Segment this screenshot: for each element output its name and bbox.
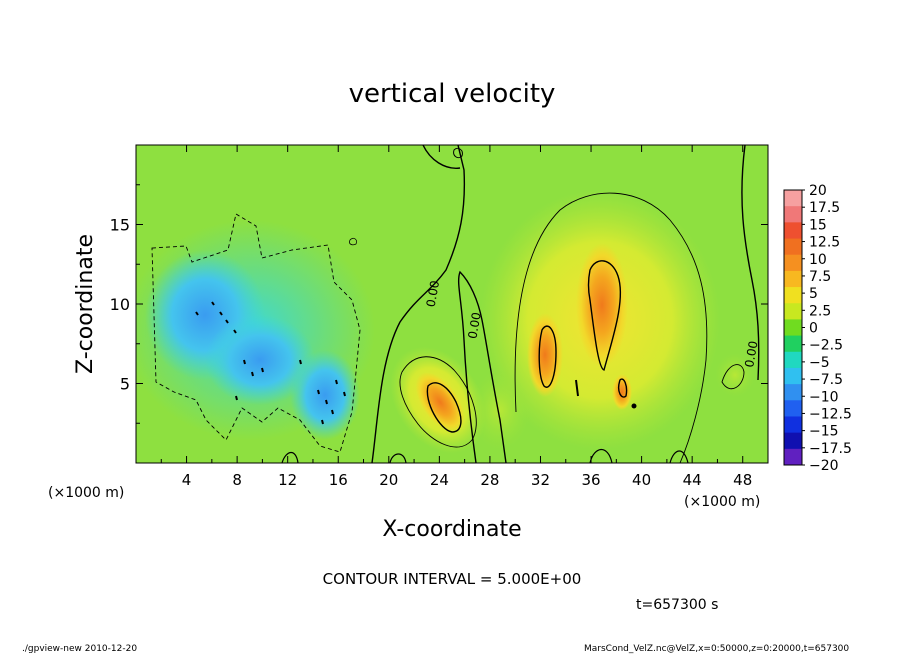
positive-contour <box>514 192 708 463</box>
colorbar-label: 7.5 <box>809 269 831 285</box>
x-tick-label: 32 <box>531 471 550 489</box>
y-axis-label: Z-coordinate <box>73 234 98 374</box>
colorbar-swatch <box>784 400 802 417</box>
zero-contour <box>422 145 461 169</box>
colorbar-swatch <box>784 335 802 353</box>
y-tick-label: 15 <box>110 216 130 235</box>
colorbar-label: 5 <box>809 286 818 302</box>
contour-label: 0.00 <box>424 279 442 308</box>
footer-left: ./gpview-new 2010-12-20 <box>22 644 137 654</box>
contour-interval-text: CONTOUR INTERVAL = 5.000E+00 <box>323 570 582 588</box>
colorbar-swatch <box>784 432 802 450</box>
x-tick-label: 28 <box>480 471 499 489</box>
colorbar-swatch <box>784 367 802 385</box>
colorbar-label: −12.5 <box>809 406 852 422</box>
colorbar-label: −10 <box>809 389 839 405</box>
colorbar-swatch <box>784 351 802 369</box>
colorbar-swatch <box>784 303 802 320</box>
zero-contour <box>741 145 760 381</box>
positive-contour <box>617 378 628 398</box>
colorbar-label: −5 <box>809 355 830 371</box>
colorbar-label: 10 <box>809 252 827 268</box>
chart-title: vertical velocity <box>349 79 556 109</box>
positive-contour <box>575 379 579 397</box>
positive-contour <box>399 356 477 448</box>
colorbar-swatch <box>784 416 802 434</box>
x-unit-label: (×1000 m) <box>684 494 760 510</box>
x-tick-label: 44 <box>683 471 702 489</box>
x-axis-label: X-coordinate <box>382 517 521 542</box>
y-tick-label: 10 <box>110 295 130 314</box>
y-unit-label: (×1000 m) <box>48 485 124 501</box>
colorbar-swatch <box>784 319 802 337</box>
positive-contour <box>538 325 557 388</box>
colorbar-label: 20 <box>809 183 827 199</box>
x-tick-label: 20 <box>379 471 398 489</box>
colorbar-label: 12.5 <box>809 235 840 251</box>
colorbar-label: −17.5 <box>809 441 852 457</box>
x-axis: 4 8 12 16 20 24 28 32 36 40 44 48 <box>160 145 752 489</box>
footer-right: MarsCond_VelZ.nc@VelZ,x=0:50000,z=0:2000… <box>584 644 849 654</box>
x-tick-label: 16 <box>329 471 348 489</box>
heatmap-field <box>136 145 768 463</box>
contour-label: 0.00 <box>465 311 483 340</box>
colorbar-swatch <box>784 287 802 304</box>
colorbar-swatch <box>784 384 802 401</box>
zero-contour <box>371 145 466 463</box>
contour-value-labels: 0.00 0.00 0.00 <box>424 279 761 368</box>
colorbar-swatch <box>784 270 802 288</box>
x-tick-label: 24 <box>430 471 449 489</box>
x-tick-label: 4 <box>182 471 192 489</box>
colorbar-label: 17.5 <box>809 200 840 216</box>
negative-minimum-marks <box>195 301 346 425</box>
colorbar-swatch <box>784 190 802 207</box>
x-tick-label: 8 <box>232 471 242 489</box>
positive-contour <box>587 260 622 371</box>
x-tick-label: 48 <box>733 471 752 489</box>
colorbar-label: −7.5 <box>809 372 843 388</box>
y-axis: 5 10 15 <box>110 184 768 424</box>
y-tick-label: 5 <box>120 375 130 394</box>
positive-contour <box>426 382 462 433</box>
colorbar-label: −20 <box>809 458 839 474</box>
time-text: t=657300 s <box>636 597 718 613</box>
colorbar-swatch <box>784 448 802 466</box>
x-tick-label: 36 <box>581 471 600 489</box>
colorbar-label: 0 <box>809 321 818 337</box>
contour-label: 0.00 <box>742 340 760 369</box>
colorbar-label: −15 <box>809 424 839 440</box>
colorbar-swatch <box>784 238 802 256</box>
colorbar-swatch <box>784 254 802 272</box>
negative-contour <box>151 213 361 453</box>
colorbar-swatch <box>784 206 802 223</box>
x-tick-label: 12 <box>278 471 297 489</box>
colorbar-label: 2.5 <box>809 303 831 319</box>
positive-contour <box>721 364 745 390</box>
colorbar-swatch <box>784 222 802 240</box>
x-tick-label: 40 <box>632 471 651 489</box>
colorbar-label: 15 <box>809 217 827 233</box>
colorbar-label: −2.5 <box>809 338 843 354</box>
